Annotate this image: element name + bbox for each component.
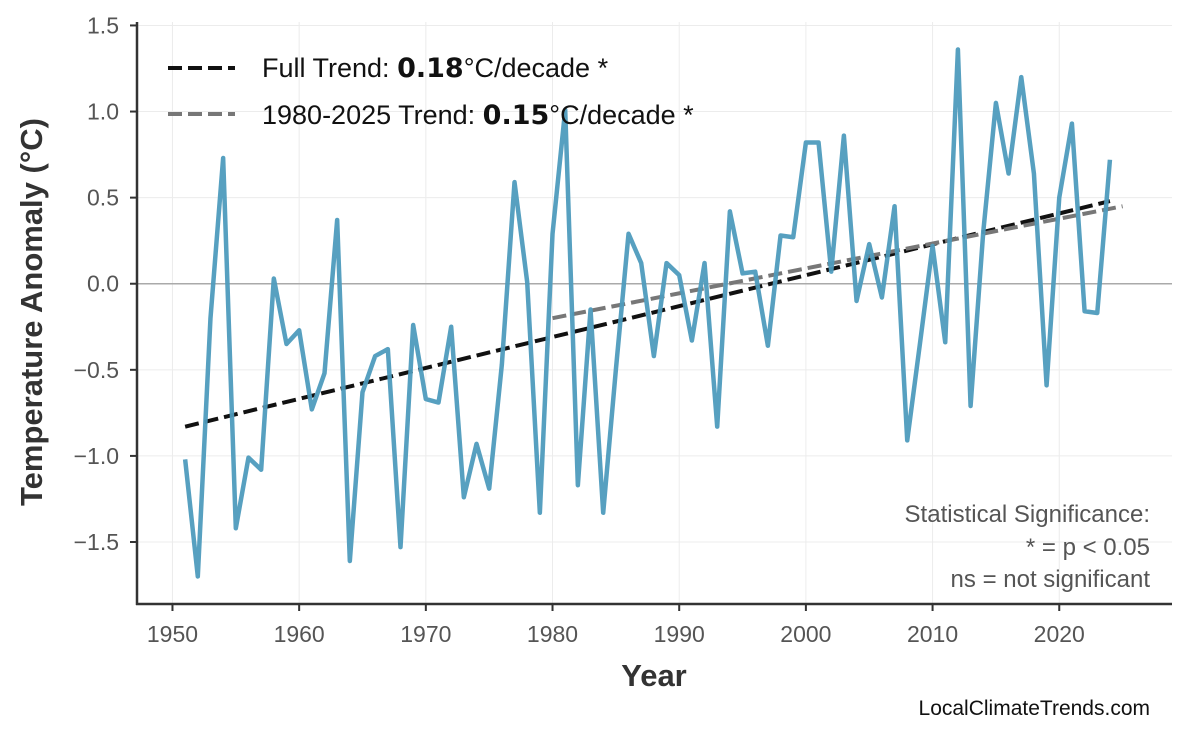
series-line-anomaly — [182, 47, 1113, 579]
watermark: LocalClimateTrends.com — [919, 697, 1150, 720]
y-ticks: −1.5 −1.0 −0.5 0.0 0.5 1.0 1.5 — [74, 12, 137, 555]
trend-lines — [184, 199, 1123, 429]
x-tick-label: 1990 — [654, 621, 705, 647]
y-tick-label: −0.5 — [74, 357, 119, 383]
trend-line-1980-2025 — [552, 204, 1123, 321]
data-points — [185, 49, 1111, 577]
x-tick-label: 2020 — [1034, 621, 1085, 647]
x-tick-label: 1950 — [147, 621, 198, 647]
x-tick-label: 1980 — [527, 621, 578, 647]
x-tick-label: 2010 — [907, 621, 958, 647]
y-tick-label: 1.0 — [87, 99, 119, 125]
y-tick-label: −1.5 — [74, 529, 119, 555]
significance-note: Statistical Significance: * = p < 0.05 n… — [905, 501, 1151, 593]
y-tick-label: 0.0 — [87, 271, 119, 297]
y-tick-label: 1.5 — [87, 12, 119, 38]
y-tick-label: −1.0 — [74, 443, 119, 469]
significance-note-ns: ns = not significant — [951, 566, 1151, 593]
significance-note-title: Statistical Significance: — [905, 501, 1150, 528]
legend: Full Trend: 0.18°C/decade * 1980-2025 Tr… — [168, 53, 694, 131]
y-axis-label: Temperature Anomaly (°C) — [14, 118, 49, 506]
y-tick-label: 0.5 — [87, 185, 119, 211]
significance-note-star: * = p < 0.05 — [1026, 534, 1150, 561]
legend-label-1980-trend: 1980-2025 Trend: 0.15°C/decade * — [262, 100, 694, 131]
x-tick-label: 2000 — [780, 621, 831, 647]
x-ticks: 1950 1960 1970 1980 1990 2000 2010 2020 — [147, 604, 1085, 647]
legend-label-full-trend: Full Trend: 0.18°C/decade * — [262, 53, 609, 84]
x-tick-label: 1970 — [400, 621, 451, 647]
x-axis-label: Year — [621, 658, 687, 693]
x-tick-label: 1960 — [274, 621, 325, 647]
